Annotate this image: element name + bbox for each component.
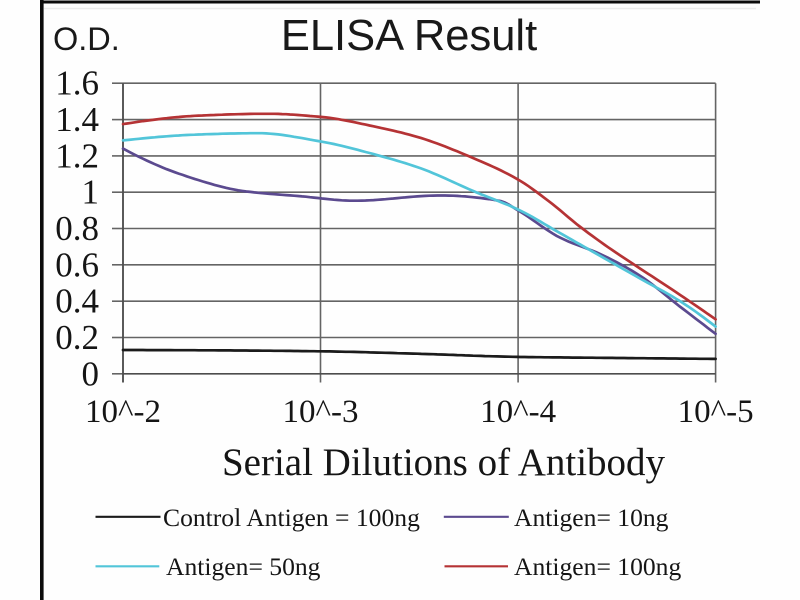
svg-text:ELISA Result: ELISA Result	[281, 12, 537, 60]
svg-text:Antigen= 100ng: Antigen= 100ng	[514, 552, 681, 581]
svg-text:Antigen= 10ng: Antigen= 10ng	[514, 503, 669, 532]
svg-text:10^-2: 10^-2	[85, 394, 161, 430]
svg-text:Antigen= 50ng: Antigen= 50ng	[166, 552, 321, 581]
svg-text:Control Antigen = 100ng: Control Antigen = 100ng	[163, 503, 420, 532]
svg-text:10^-4: 10^-4	[480, 394, 556, 430]
svg-text:1.2: 1.2	[55, 136, 99, 175]
svg-text:O.D.: O.D.	[53, 21, 120, 57]
svg-text:10^-5: 10^-5	[678, 394, 754, 430]
svg-text:0: 0	[82, 354, 100, 393]
svg-text:1.4: 1.4	[55, 100, 99, 139]
svg-text:Serial Dilutions of Antibody: Serial Dilutions of Antibody	[222, 441, 666, 484]
svg-text:0.8: 0.8	[55, 209, 99, 248]
svg-text:10^-3: 10^-3	[283, 394, 359, 430]
svg-text:0.4: 0.4	[55, 282, 99, 321]
svg-text:0.2: 0.2	[55, 318, 99, 357]
svg-text:0.6: 0.6	[55, 245, 99, 284]
svg-text:1.6: 1.6	[55, 64, 99, 103]
svg-text:1: 1	[82, 173, 100, 212]
